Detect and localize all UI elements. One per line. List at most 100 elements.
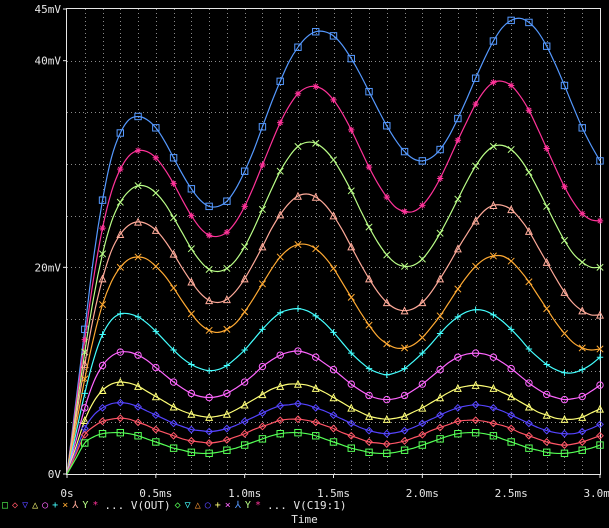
data-point <box>560 81 569 90</box>
data-point <box>259 326 266 333</box>
data-point <box>222 424 231 433</box>
legend: □ ◇ ▽ △ ○ + × ⅄ Y *... V(OUT) ◇ ▽ △ ○ + × ⅄ Y *... V(C19:1… <box>2 499 350 513</box>
data-point <box>116 198 124 206</box>
data-point <box>418 403 427 412</box>
data-point <box>401 344 409 352</box>
data-point <box>454 285 462 293</box>
data-point <box>294 428 302 437</box>
data-point <box>542 438 551 446</box>
data-point <box>507 257 515 265</box>
y-tick-label: 40mV <box>35 55 62 68</box>
data-point <box>134 217 143 226</box>
data-point <box>205 326 213 334</box>
legend-marker-icon: ▽ <box>22 500 29 511</box>
legend-marker-icon: △ <box>32 500 39 511</box>
data-point <box>80 360 89 369</box>
legend-marker-icon: * <box>254 500 261 511</box>
data-point <box>258 205 266 214</box>
data-point <box>330 329 337 336</box>
data-point <box>117 165 124 173</box>
data-point <box>311 418 320 427</box>
series-line <box>66 402 601 475</box>
data-point <box>98 361 107 370</box>
series-1 <box>66 79 604 475</box>
data-point <box>436 435 444 443</box>
data-point <box>543 448 551 457</box>
data-point <box>383 395 391 404</box>
legend-label-0: ... V(OUT) <box>104 499 171 512</box>
data-point <box>365 223 373 231</box>
data-point <box>579 366 586 373</box>
series-10 <box>66 428 604 475</box>
data-point <box>152 328 160 335</box>
data-point <box>560 287 569 296</box>
data-point <box>453 403 462 412</box>
data-point <box>169 419 178 428</box>
data-point <box>347 54 355 63</box>
data-point <box>205 439 214 447</box>
x-axis-label: Time <box>291 513 318 526</box>
data-point <box>382 440 391 448</box>
data-point <box>578 427 587 436</box>
data-point <box>525 18 533 27</box>
data-point <box>401 208 408 215</box>
data-point <box>418 255 426 263</box>
data-point <box>383 340 391 348</box>
series-line <box>66 17 601 475</box>
data-point <box>170 180 177 187</box>
data-point <box>169 402 178 411</box>
data-point <box>329 156 338 164</box>
data-point <box>311 403 320 412</box>
data-point <box>436 145 444 154</box>
data-point <box>524 402 533 411</box>
data-point <box>595 310 605 319</box>
data-point <box>436 423 445 432</box>
data-point <box>471 74 480 82</box>
data-point <box>365 391 373 400</box>
data-point <box>240 441 249 449</box>
data-point <box>312 28 320 36</box>
data-point <box>329 32 338 40</box>
data-point <box>578 344 586 352</box>
data-point <box>489 142 497 150</box>
legend-marker-icon: ◇ <box>12 500 19 511</box>
data-point <box>116 229 125 238</box>
data-point <box>98 196 107 204</box>
data-point <box>329 424 338 433</box>
data-point <box>507 145 515 154</box>
grid <box>67 9 600 474</box>
data-point <box>489 383 498 392</box>
legend-marker-icon: + <box>52 500 59 511</box>
data-point <box>169 431 178 440</box>
data-point <box>400 411 409 420</box>
data-point <box>223 325 231 333</box>
data-point <box>525 168 533 176</box>
data-point <box>170 284 178 292</box>
data-point <box>294 347 302 355</box>
series-line <box>66 431 601 475</box>
data-point <box>490 311 497 319</box>
data-point <box>329 264 338 272</box>
data-point <box>276 77 284 86</box>
data-point <box>223 229 231 236</box>
data-point <box>222 435 231 444</box>
data-point <box>240 400 249 409</box>
data-point <box>188 212 195 219</box>
data-point <box>98 403 107 412</box>
data-point <box>311 383 320 392</box>
series-3 <box>66 191 605 475</box>
data-point <box>383 371 390 378</box>
data-point <box>151 425 160 434</box>
data-point <box>222 409 231 418</box>
data-point <box>543 42 551 50</box>
data-point <box>117 310 124 318</box>
data-point <box>596 157 604 165</box>
data-point <box>471 400 480 409</box>
data-point <box>578 306 587 315</box>
data-point <box>401 262 409 270</box>
data-point <box>152 438 160 446</box>
data-point <box>241 346 248 354</box>
data-point <box>418 430 427 439</box>
data-point <box>560 236 569 245</box>
